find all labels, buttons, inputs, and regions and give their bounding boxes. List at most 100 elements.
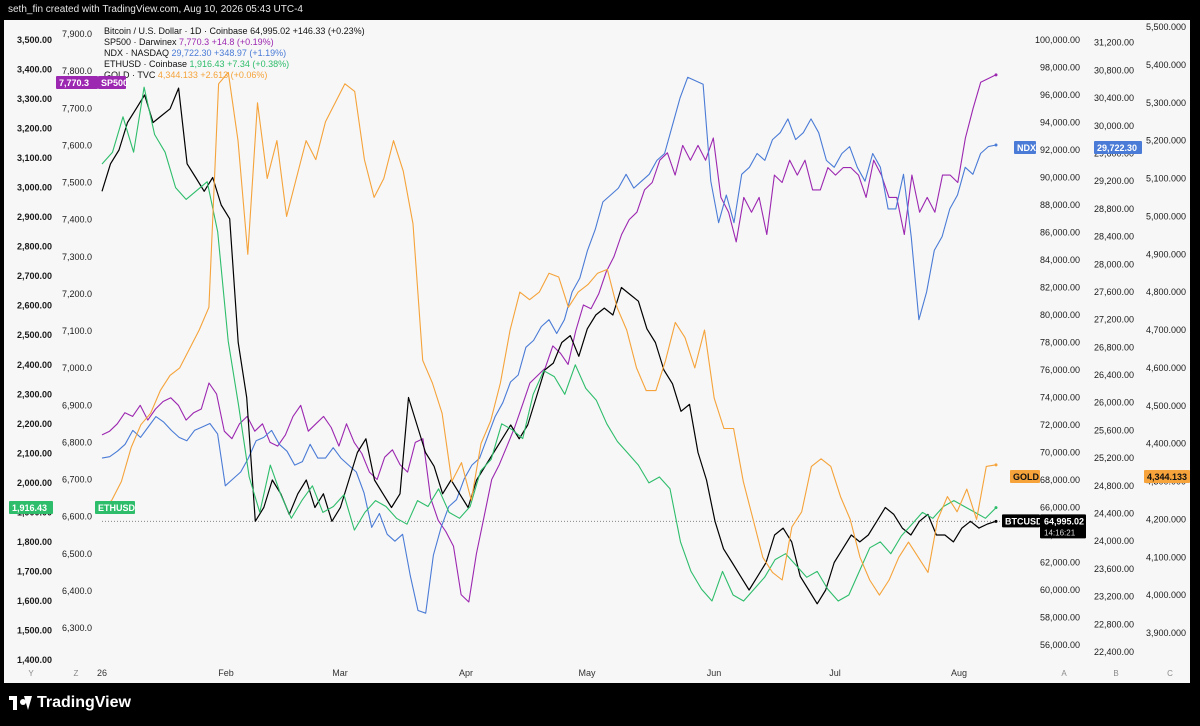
gold-axis-tick: 3,900.000 [1146,628,1186,638]
btc-axis-tick: 60,000.00 [1040,585,1080,595]
gold-axis-tick: 4,800.000 [1146,287,1186,297]
ethusd-series-line[interactable] [101,86,997,602]
ndx-axis-tick: 25,200.00 [1094,453,1134,463]
gold-axis-tick: 5,000.000 [1146,211,1186,221]
sp500-axis-tick: 7,100.0 [62,326,92,336]
eth-axis-tick: 2,200.00 [17,419,52,429]
btc-axis-tick: 74,000.00 [1040,393,1080,403]
x-axis-tick: May [578,668,596,678]
btcusd-series-line[interactable] [101,87,997,605]
btc-symbol-tag: BTCUSD [1005,516,1043,526]
btc-axis-tick: 88,000.00 [1040,200,1080,210]
gold-axis-tick: 4,100.000 [1146,552,1186,562]
ndx-last-point [994,143,998,147]
legend-name: NDX · NASDAQ [104,48,172,58]
sp500-symbol-tag: SP500 [101,78,128,88]
plot-area[interactable]: 3,500.00 3,400.00 3,300.00 3,200.00 3,100.00… [4,10,1190,683]
legend-value: 7,770.3 +14.8 (+0.19%) [179,37,274,47]
gold-axis-tick: 5,100.000 [1146,174,1186,184]
legend-name: ETHUSD · Coinbase [104,59,190,69]
eth-axis-tick: 2,400.00 [17,360,52,370]
ndx-axis-tick: 24,400.00 [1094,509,1134,519]
ndx-symbol-tag: NDX [1017,143,1036,153]
sp500-axis-tick: 7,400.0 [62,215,92,225]
eth-axis-tick: 1,600.00 [17,596,52,606]
eth-symbol-tag-bg [95,501,135,514]
sp500-axis-tick: 7,600.0 [62,140,92,150]
sp500-axis-tick: 7,900.0 [62,29,92,39]
eth-axis-tick: 1,800.00 [17,537,52,547]
sp500-axis-tick: 7,500.0 [62,178,92,188]
sp500-price-tag: 7,770.3 [59,78,89,88]
tradingview-logo[interactable]: TradingView [9,694,131,712]
sp500-last-point [994,73,998,77]
sp500-axis-tick: 6,300.0 [62,623,92,633]
ndx-axis-tick: 22,400.00 [1094,647,1134,657]
eth-axis-tick: 1,400.00 [17,655,52,665]
eth-axis-tick: 3,300.00 [17,94,52,104]
sp500-axis-tick: 6,800.0 [62,437,92,447]
x-axis-tick: Aug [951,668,967,678]
gold-last-point [994,463,998,467]
eth-axis-tick: 3,100.00 [17,153,52,163]
eth-axis-tick: 3,000.00 [17,183,52,193]
axis-button-b: B [1113,669,1118,678]
x-axis-tick: Feb [218,668,234,678]
sp500-axis-tick: 6,400.0 [62,586,92,596]
legend-entry[interactable]: GOLD · TVC 4,344.133 +2.613 (+0.06%) [104,70,267,80]
legend-name: GOLD · TVC [104,70,158,80]
legend-entry[interactable]: SP500 · Darwinex 7,770.3 +14.8 (+0.19%) [104,37,274,47]
legend-entry[interactable]: Bitcoin / U.S. Dollar · 1D · Coinbase 64… [104,26,365,36]
btc-axis-tick: 58,000.00 [1040,613,1080,623]
gold-axis-tick: 4,600.000 [1146,363,1186,373]
ndx-axis-tick: 26,400.00 [1094,370,1134,380]
gold-axis-tick: 5,200.000 [1146,136,1186,146]
btc-axis-tick: 56,000.00 [1040,640,1080,650]
sp500-series-line[interactable] [101,74,997,603]
sp500-axis-tick: 7,700.0 [62,103,92,113]
eth-axis-tick: 2,700.00 [17,271,52,281]
eth-axis-tick: 1,500.00 [17,625,52,635]
ndx-axis-tick: 30,400.00 [1094,93,1134,103]
gold-axis-tick: 4,200.000 [1146,514,1186,524]
sp500-axis-tick: 7,300.0 [62,252,92,262]
gold-axis-tick: 5,400.000 [1146,60,1186,70]
sp500-axis-tick: 7,000.0 [62,363,92,373]
ndx-axis-tick: 24,000.00 [1094,536,1134,546]
legend-entry[interactable]: ETHUSD · Coinbase 1,916.43 +7.34 (+0.38%… [104,59,289,69]
btc-axis-tick: 90,000.00 [1040,173,1080,183]
eth-axis-tick: 1,700.00 [17,566,52,576]
ndx-axis-tick: 27,600.00 [1094,287,1134,297]
gold-axis-tick: 5,500.000 [1146,22,1186,32]
btc-axis-tick: 70,000.00 [1040,448,1080,458]
btc-axis-tick: 100,000.00 [1035,35,1080,45]
ndx-series-line[interactable] [101,76,997,614]
eth-axis-tick: 2,300.00 [17,389,52,399]
ethusd-last-point [994,506,998,510]
sp500-axis-tick: 7,200.0 [62,289,92,299]
gold-axis-tick: 4,000.000 [1146,590,1186,600]
eth-axis-tick: 2,900.00 [17,212,52,222]
gold-series-line[interactable] [101,71,997,596]
eth-axis-tick: 3,500.00 [17,35,52,45]
btc-axis-tick: 68,000.00 [1040,475,1080,485]
legend-value: 64,995.02 +146.33 (+0.23%) [250,26,365,36]
ndx-axis-tick: 23,600.00 [1094,564,1134,574]
gold-symbol-tag: GOLD [1013,472,1039,482]
eth-axis-tick: 2,600.00 [17,301,52,311]
gold-axis-tick: 4,400.000 [1146,439,1186,449]
price-chart[interactable]: 3,500.00 3,400.00 3,300.00 3,200.00 3,100.00… [4,10,1190,683]
btc-countdown: 14:16:21 [1044,528,1076,537]
eth-axis-tick: 2,000.00 [17,478,52,488]
ndx-axis-tick: 26,000.00 [1094,398,1134,408]
legend-entry[interactable]: NDX · NASDAQ 29,722.30 +348.97 (+1.19%) [104,48,286,58]
attribution-bar: seth_fin created with TradingView.com, A… [0,0,1200,20]
axis-button-c: C [1167,669,1173,678]
legend-value: 29,722.30 +348.97 (+1.19%) [172,48,287,58]
eth-price-tag-bg [9,501,53,514]
btc-axis-tick: 76,000.00 [1040,365,1080,375]
axis-button-y: Y [28,669,34,678]
sp500-symbol-tag-bg [98,76,126,89]
btc-axis-tick: 94,000.00 [1040,118,1080,128]
ndx-axis-tick: 28,000.00 [1094,259,1134,269]
